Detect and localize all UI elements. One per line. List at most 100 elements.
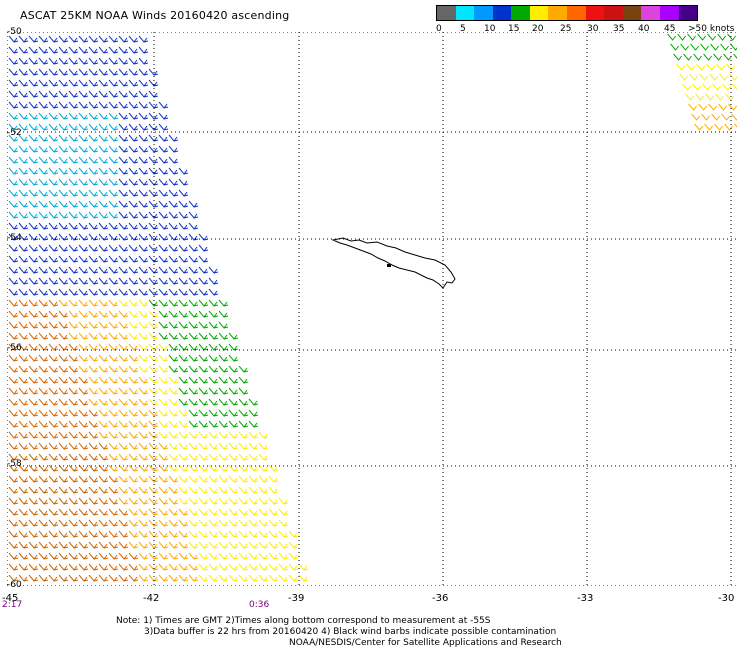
wind-barb (38, 255, 49, 263)
wind-barb (730, 43, 737, 51)
wind-barb (88, 420, 99, 428)
wind-barb (258, 442, 269, 450)
wind-barb (288, 574, 299, 582)
map-title: ASCAT 25KM NOAA Winds 20160420 ascending (20, 9, 290, 22)
wind-barb (198, 431, 209, 439)
wind-barb (128, 354, 139, 362)
wind-barb (58, 288, 69, 296)
wind-barb (158, 431, 169, 439)
wind-barb (38, 453, 49, 461)
wind-barb (188, 244, 199, 252)
legend-color-bar (436, 5, 698, 21)
wind-barb (198, 552, 209, 560)
wind-barb (148, 376, 159, 384)
wind-barb (78, 112, 89, 120)
wind-barb (58, 310, 69, 318)
wind-barb (108, 552, 119, 560)
wind-barb (8, 508, 19, 516)
wind-barb (128, 46, 139, 54)
wind-barb (218, 354, 229, 362)
wind-barb (8, 90, 19, 98)
wind-barb (88, 35, 99, 43)
wind-barb (188, 530, 199, 538)
wind-barb (78, 552, 89, 560)
wind-barb (108, 134, 119, 142)
wind-barb (48, 541, 59, 549)
wind-barb (118, 321, 129, 329)
legend-swatch (548, 6, 568, 20)
wind-barb (138, 552, 149, 560)
wind-barb (168, 222, 179, 230)
wind-barb (268, 563, 279, 571)
wind-barb (48, 519, 59, 527)
wind-barb (78, 123, 89, 131)
wind-barb (58, 134, 69, 142)
wind-barb (692, 83, 701, 91)
wind-barb (168, 464, 179, 472)
wind-barb (98, 541, 109, 549)
wind-barb (188, 409, 199, 417)
wind-barb (168, 431, 179, 439)
wind-barb (238, 409, 249, 417)
wind-barb (198, 288, 209, 296)
lon-label: -30 (718, 593, 735, 604)
wind-barb (18, 112, 29, 120)
legend-label: 25 (560, 24, 572, 34)
wind-barb (158, 563, 169, 571)
wind-barb (168, 563, 179, 571)
wind-barb (168, 321, 179, 329)
wind-barb (188, 200, 199, 208)
wind-barb (98, 552, 109, 560)
lat-label: -58 (7, 459, 22, 469)
wind-barb (58, 552, 69, 560)
wind-barb (28, 244, 39, 252)
wind-barb (98, 123, 109, 131)
wind-barb (88, 222, 99, 230)
legend-swatch (604, 6, 623, 20)
wind-barb (48, 145, 59, 153)
wind-barb (68, 519, 79, 527)
wind-barb (138, 277, 149, 285)
wind-barb (148, 299, 159, 307)
wind-barb (38, 321, 49, 329)
wind-barb (8, 189, 19, 197)
wind-barb (28, 277, 39, 285)
wind-barb (98, 365, 109, 373)
wind-barb (238, 365, 249, 373)
wind-barb (188, 365, 199, 373)
wind-barb (118, 244, 129, 252)
wind-barb (128, 266, 139, 274)
wind-barb (208, 266, 219, 274)
wind-barb (98, 530, 109, 538)
wind-barb (18, 398, 29, 406)
wind-barb (48, 167, 59, 175)
wind-barb (258, 486, 269, 494)
wind-barb (118, 222, 129, 230)
wind-barb (158, 343, 169, 351)
wind-barb (68, 574, 79, 582)
wind-barb (178, 277, 189, 285)
wind-barb (58, 365, 69, 373)
wind-barb (88, 541, 99, 549)
wind-barb (218, 442, 229, 450)
wind-barb (78, 101, 89, 109)
lon-label: -45 (2, 593, 19, 604)
wind-barb (28, 541, 39, 549)
wind-barb (704, 123, 713, 131)
wind-barb (78, 222, 89, 230)
wind-barb (673, 53, 682, 61)
wind-barb (18, 244, 29, 252)
wind-barb (58, 376, 69, 384)
wind-barb (178, 475, 189, 483)
wind-barb (58, 332, 69, 340)
wind-barb (178, 167, 189, 175)
wind-barb (18, 497, 29, 505)
wind-barb (188, 266, 199, 274)
wind-barb (158, 266, 169, 274)
wind-barb (208, 486, 219, 494)
wind-barb (78, 46, 89, 54)
wind-barb (198, 442, 209, 450)
wind-barb (128, 552, 139, 560)
wind-barb (68, 431, 79, 439)
wind-barb (108, 233, 119, 241)
